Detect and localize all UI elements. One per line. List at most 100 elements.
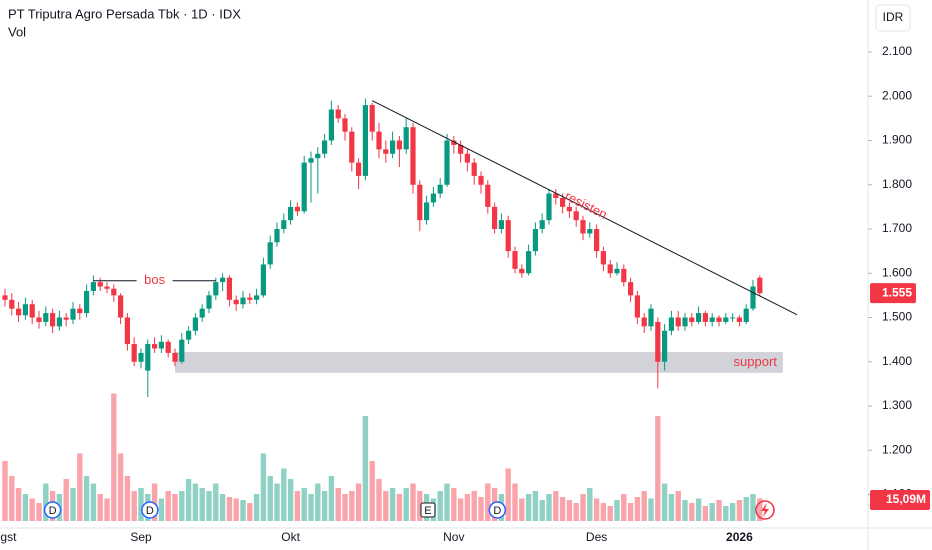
volume-bar bbox=[403, 488, 409, 521]
volume-bar bbox=[315, 483, 321, 521]
candle-body bbox=[464, 153, 470, 163]
candle-body bbox=[192, 317, 198, 331]
volume-bar bbox=[743, 497, 749, 521]
volume-bar bbox=[750, 494, 756, 521]
candle-body bbox=[634, 295, 640, 318]
candle-body bbox=[757, 277, 763, 294]
volume-bar bbox=[111, 393, 117, 521]
volume-bar bbox=[505, 468, 511, 521]
support-label: support bbox=[734, 354, 778, 369]
candle-body bbox=[335, 109, 341, 119]
candle-body bbox=[369, 105, 375, 132]
candle-body bbox=[308, 158, 314, 163]
candle-body bbox=[179, 339, 185, 362]
volume-bar bbox=[376, 479, 382, 521]
volume-bar bbox=[22, 494, 29, 521]
candle-body bbox=[294, 206, 300, 212]
volume-bar bbox=[383, 491, 389, 521]
volume-bar bbox=[185, 479, 192, 521]
candle-body bbox=[492, 206, 498, 229]
candle-body bbox=[362, 105, 368, 176]
volume-bar bbox=[179, 491, 185, 521]
candle-body bbox=[240, 297, 246, 305]
volume-bar bbox=[410, 483, 416, 521]
candle-body bbox=[675, 317, 681, 327]
candle-body bbox=[186, 330, 192, 340]
volume-bar bbox=[274, 483, 280, 521]
volume-bar bbox=[444, 483, 450, 521]
candle-body bbox=[553, 193, 559, 199]
candle-body bbox=[138, 352, 144, 362]
candle-body bbox=[648, 308, 654, 327]
candle-body bbox=[16, 308, 22, 316]
candle-body bbox=[430, 193, 436, 203]
candle-body bbox=[689, 317, 695, 322]
volume-bar bbox=[355, 483, 362, 521]
candle-body bbox=[519, 268, 525, 274]
candle-body bbox=[560, 198, 566, 207]
candle-body bbox=[750, 286, 756, 309]
candle-body bbox=[118, 295, 124, 318]
candle-body bbox=[390, 140, 396, 154]
volume-bar bbox=[90, 483, 97, 521]
candle-body bbox=[165, 341, 171, 353]
volume-bar bbox=[83, 476, 90, 521]
y-tick-label: 1.300 bbox=[882, 398, 912, 412]
candle-body bbox=[152, 344, 158, 349]
volume-bar bbox=[389, 488, 396, 521]
volume-bar bbox=[77, 453, 83, 521]
candle-body bbox=[702, 313, 708, 322]
volume-bar bbox=[43, 483, 49, 521]
volume-bar bbox=[702, 506, 709, 521]
candle-body bbox=[172, 352, 178, 362]
candle-body bbox=[709, 317, 715, 322]
candle-body bbox=[77, 308, 83, 314]
candle-body bbox=[2, 295, 8, 300]
y-tick-label: 2.000 bbox=[882, 88, 912, 102]
candle-body bbox=[213, 282, 219, 296]
candle-body bbox=[478, 175, 484, 185]
volume-bar bbox=[308, 494, 314, 521]
candle-body bbox=[70, 308, 76, 320]
volume-bar bbox=[104, 498, 110, 521]
volume-bar bbox=[199, 488, 205, 521]
flash-icon[interactable] bbox=[755, 500, 775, 520]
volume-bar bbox=[206, 491, 212, 521]
candle-body bbox=[315, 153, 321, 159]
candle-body bbox=[220, 277, 226, 283]
x-tick-label: gst bbox=[0, 530, 17, 544]
chart-title: PT Triputra Agro Persada Tbk · 1D · IDX bbox=[8, 6, 241, 21]
candle-body bbox=[56, 317, 62, 327]
currency-button[interactable] bbox=[875, 4, 911, 32]
volume-bar bbox=[213, 483, 219, 521]
volume-bar bbox=[9, 476, 15, 521]
candle-body bbox=[417, 184, 423, 221]
support-zone bbox=[175, 352, 783, 373]
candle-body bbox=[600, 251, 606, 265]
volume-bar bbox=[226, 497, 233, 521]
candle-body bbox=[274, 229, 280, 243]
volume-bar bbox=[172, 494, 178, 521]
candle-body bbox=[444, 140, 450, 185]
volume-bar bbox=[281, 468, 287, 521]
volume-bar bbox=[675, 491, 681, 521]
candle-body bbox=[716, 317, 722, 322]
volume-bar bbox=[519, 498, 525, 521]
volume-bar bbox=[553, 491, 559, 521]
current-volume-box bbox=[870, 490, 930, 510]
volume-bar bbox=[362, 416, 369, 521]
candle-body bbox=[43, 313, 49, 322]
volume-bar bbox=[124, 476, 131, 521]
volume-bar bbox=[757, 498, 763, 521]
candle-body bbox=[403, 127, 409, 150]
candle-body bbox=[260, 264, 266, 296]
volume-bar bbox=[29, 498, 35, 521]
volume-bar bbox=[580, 494, 586, 521]
event-label: D bbox=[146, 505, 154, 517]
candle-body bbox=[546, 193, 552, 221]
candle-body bbox=[158, 341, 164, 349]
volume-bar bbox=[587, 488, 593, 521]
volume-bar bbox=[451, 488, 457, 521]
candle-body bbox=[376, 131, 382, 150]
